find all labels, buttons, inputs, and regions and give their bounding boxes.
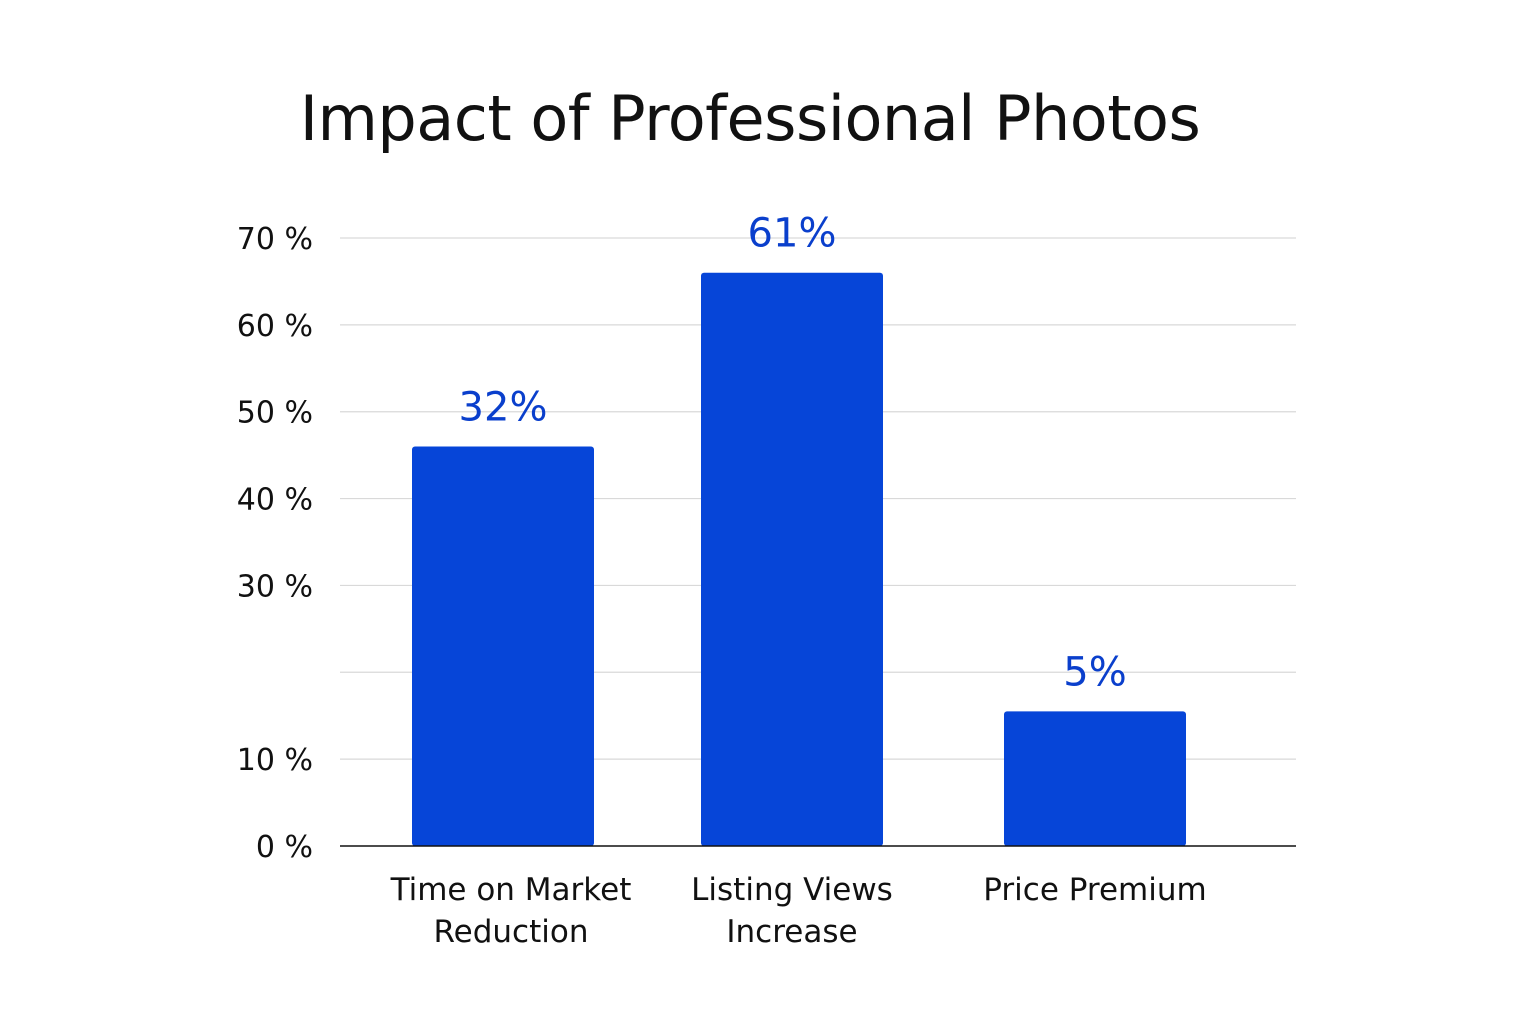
y-tick-label: 70 % [237,222,313,257]
data-label: 61% [748,211,837,257]
chart-title: Impact of Professional Photos [299,82,1201,155]
y-tick-label: 60 % [237,309,313,344]
data-label: 32% [459,384,548,430]
x-tick-label: Time on Market [390,872,632,908]
bar [412,446,594,846]
bar [1004,711,1186,846]
y-tick-label: 40 % [237,483,313,518]
y-tick-label: 0 % [256,830,313,865]
data-label: 5% [1063,649,1126,695]
y-tick-label: 50 % [237,396,313,431]
bar [701,272,883,846]
y-tick-label: 30 % [237,569,313,604]
x-tick-label: Increase [726,914,857,950]
x-tick-label: Price Premium [983,872,1206,908]
y-tick-label: 10 % [237,743,313,778]
x-tick-label: Reduction [434,914,589,950]
x-tick-label: Listing Views [691,872,893,908]
